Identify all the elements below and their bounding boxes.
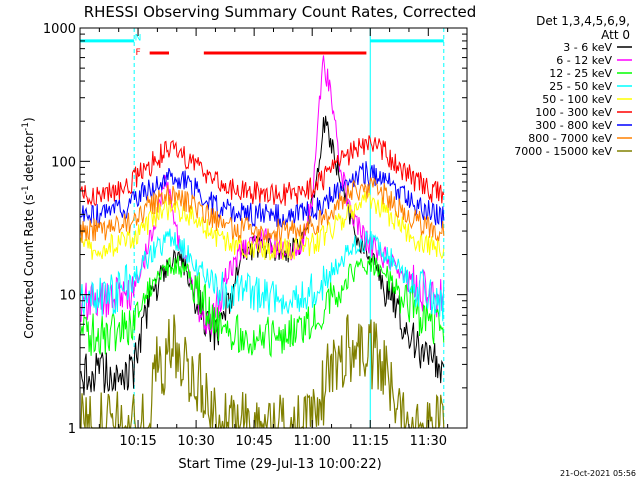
- series-line: [79, 135, 445, 207]
- attenuator-label: N: [135, 33, 142, 43]
- x-axis-label: Start Time (29-Jul-13 10:00:22): [178, 457, 381, 472]
- y-axis-label-part: Corrected Count Rate (s: [22, 194, 36, 338]
- y-tick-label: 10: [59, 289, 76, 304]
- chart-title: RHESSI Observing Summary Count Rates, Co…: [84, 3, 477, 21]
- legend-label: 25 - 50 keV: [549, 80, 612, 93]
- attenuator-label: F: [135, 48, 140, 58]
- x-tick-label: 10:45: [235, 434, 272, 449]
- chart-marks: NF: [79, 28, 445, 430]
- y-tick-label: 100: [51, 155, 76, 170]
- series-line: [79, 228, 445, 322]
- series-line: [79, 176, 445, 243]
- y-axis-label-part: detector: [22, 131, 36, 186]
- y-tick-label: 1000: [43, 22, 76, 37]
- legend-label: 50 - 100 keV: [542, 93, 612, 106]
- x-tick-label: 11:30: [410, 434, 447, 449]
- x-tick-label: 10:30: [177, 434, 214, 449]
- y-axis-label-part: ): [22, 117, 36, 122]
- series-line: [79, 255, 445, 358]
- y-axis-label: Corrected Count Rate (s-1 detector-1): [21, 117, 36, 338]
- legend-label: 3 - 6 keV: [563, 41, 612, 54]
- y-axis-label-exponent: -1: [21, 122, 31, 131]
- series-line: [79, 161, 445, 229]
- y-axis-label-exponent: -1: [21, 185, 31, 194]
- x-tick-label: 11:00: [293, 434, 330, 449]
- legend-label: 800 - 7000 keV: [528, 132, 612, 145]
- x-tick-label: 11:15: [352, 434, 389, 449]
- axis-ticks: 10:15 10:30 10:45 11:00 11:15 11:30 1 10 100 1000: [43, 22, 468, 449]
- legend-header-line-2: Att 0: [601, 28, 630, 42]
- legend-label: 100 - 300 keV: [535, 106, 612, 119]
- y-tick-label: 1: [68, 422, 76, 437]
- legend-label: 7000 - 15000 keV: [514, 145, 612, 158]
- legend-label: 12 - 25 keV: [549, 67, 612, 80]
- legend-label: 6 - 12 keV: [556, 54, 612, 67]
- legend-header-line-1: Det 1,3,4,5,6,9,: [536, 14, 630, 28]
- series-line: [79, 55, 445, 335]
- series-line: [79, 190, 445, 261]
- legend-label: 300 - 800 keV: [535, 119, 612, 132]
- x-tick-label: 10:15: [119, 434, 156, 449]
- timestamp: 21-Oct-2021 05:56: [560, 469, 636, 478]
